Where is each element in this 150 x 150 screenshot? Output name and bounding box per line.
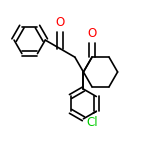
Text: O: O (87, 27, 97, 40)
Text: O: O (56, 16, 65, 29)
Text: Cl: Cl (87, 117, 98, 129)
